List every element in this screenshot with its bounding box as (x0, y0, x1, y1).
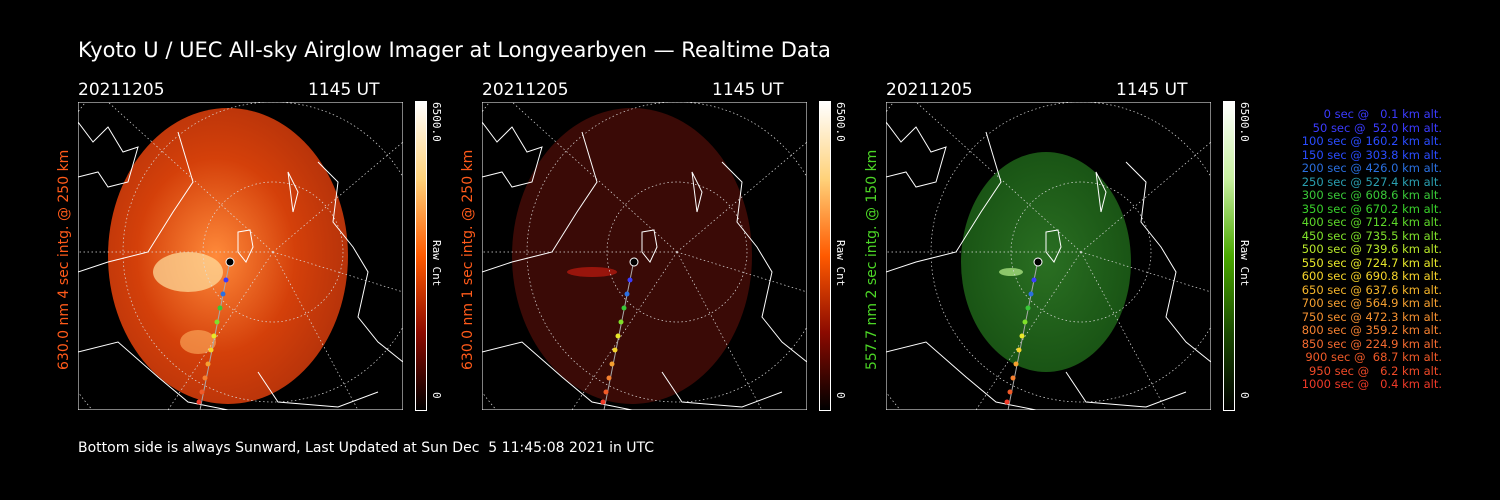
colorbar-max: 6500.0 (834, 102, 847, 142)
rocket-trajectory (600, 257, 639, 410)
legend-item: 600 sec @ 690.8 km alt. (1301, 269, 1442, 283)
colorbar-max: 6500.0 (430, 102, 443, 142)
rocket-trajectory (196, 257, 235, 410)
legend-item: 700 sec @ 564.9 km alt. (1301, 296, 1442, 310)
legend-item: 500 sec @ 739.6 km alt. (1301, 242, 1442, 256)
colorbar-min: 0 (834, 392, 847, 399)
graticule (482, 102, 807, 410)
legend-item: 0 sec @ 0.1 km alt. (1323, 107, 1442, 121)
imager-panel-3: 20211205 1145 UT (886, 80, 1296, 440)
panel-ylabel-1: 630.0 nm 4 sec intg. @ 250 km (56, 149, 72, 370)
panel-time: 1145 UT (308, 80, 380, 100)
colorbar (1223, 101, 1235, 411)
legend-item: 50 sec @ 52.0 km alt. (1312, 120, 1442, 135)
legend-item: 200 sec @ 426.0 km alt. (1301, 161, 1442, 175)
allsky-image (886, 102, 1211, 410)
colorbar-unit: Raw Cnt (1238, 240, 1251, 287)
aurora-patch (999, 268, 1023, 276)
allsky-image (482, 102, 807, 410)
colorbar-min: 0 (430, 392, 443, 399)
panel-ylabel-2: 630.0 nm 1 sec intg. @ 250 km (460, 149, 476, 370)
legend-item: 300 sec @ 608.6 km alt. (1301, 188, 1442, 202)
legend-item: 800 sec @ 359.2 km alt. (1301, 323, 1442, 337)
colorbar-unit: Raw Cnt (834, 240, 847, 287)
legend-item: 450 sec @ 735.5 km alt. (1301, 228, 1442, 243)
coastlines (482, 121, 807, 410)
page-title: Kyoto U / UEC All-sky Airglow Imager at … (78, 38, 831, 62)
legend-item: 1000 sec @ 0.4 km alt. (1301, 377, 1442, 391)
legend-item: 250 sec @ 527.4 km alt. (1301, 174, 1442, 189)
legend-item: 950 sec @ 6.2 km alt. (1309, 363, 1442, 378)
graticule (78, 102, 403, 410)
rocket-trajectory (1004, 257, 1043, 410)
legend-item: 100 sec @ 160.2 km alt. (1301, 134, 1442, 148)
graticule (886, 102, 1211, 410)
aurora-patch (153, 252, 223, 292)
aurora-patch (567, 267, 617, 277)
legend-item: 900 sec @ 68.7 km alt. (1305, 350, 1442, 364)
legend-item: 400 sec @ 712.4 km alt. (1301, 215, 1442, 229)
imager-panel-2: 20211205 1145 UT (482, 80, 892, 440)
colorbar-unit: Raw Cnt (430, 240, 443, 287)
panel-date: 20211205 (886, 80, 973, 100)
imager-panel-1: 20211205 1145 UT (78, 80, 488, 440)
footer-note: Bottom side is always Sunward, Last Upda… (78, 440, 655, 456)
legend-item: 650 sec @ 637.6 km alt. (1301, 282, 1442, 297)
legend-item: 150 sec @ 303.8 km alt. (1301, 147, 1442, 162)
panel-time: 1145 UT (712, 80, 784, 100)
panel-time: 1145 UT (1116, 80, 1188, 100)
colorbar-min: 0 (1238, 392, 1251, 399)
legend-item: 350 sec @ 670.2 km alt. (1301, 201, 1442, 216)
airglow-field (512, 108, 752, 404)
allsky-image (78, 102, 403, 410)
panel-date: 20211205 (482, 80, 569, 100)
airglow-field (108, 108, 348, 404)
airglow-field (961, 152, 1131, 372)
colorbar (415, 101, 427, 411)
legend-item: 750 sec @ 472.3 km alt. (1301, 309, 1442, 324)
coastlines (78, 121, 403, 410)
legend-item: 850 sec @ 224.9 km alt. (1301, 336, 1442, 351)
trajectory-legend: 0 sec @ 0.1 km alt. 50 sec @ 52.0 km alt.… (1301, 107, 1442, 392)
colorbar-max: 6500.0 (1238, 102, 1251, 142)
panel-date: 20211205 (78, 80, 165, 100)
colorbar (819, 101, 831, 411)
panel-ylabel-3: 557.7 nm 2 sec intg. @ 150 km (864, 149, 880, 370)
legend-item: 550 sec @ 724.7 km alt. (1301, 255, 1442, 270)
